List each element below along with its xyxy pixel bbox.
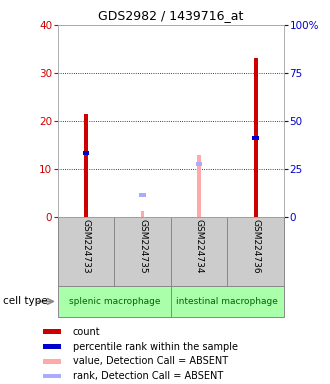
Text: GSM224736: GSM224736: [251, 219, 260, 274]
Text: rank, Detection Call = ABSENT: rank, Detection Call = ABSENT: [73, 371, 223, 381]
Bar: [43, 359, 61, 364]
Bar: [196, 162, 202, 166]
Text: value, Detection Call = ABSENT: value, Detection Call = ABSENT: [73, 356, 228, 366]
Title: GDS2982 / 1439716_at: GDS2982 / 1439716_at: [98, 9, 244, 22]
Bar: [252, 136, 259, 140]
Text: percentile rank within the sample: percentile rank within the sample: [73, 341, 238, 351]
Bar: [141, 211, 145, 217]
Text: GSM224735: GSM224735: [138, 219, 147, 274]
Bar: [43, 329, 61, 334]
Bar: [43, 344, 61, 349]
Text: GSM224734: GSM224734: [194, 219, 204, 273]
Bar: [82, 151, 89, 155]
Bar: [43, 374, 61, 379]
Text: GSM224733: GSM224733: [82, 219, 90, 274]
Bar: [227, 217, 284, 286]
Bar: [253, 58, 257, 217]
Text: splenic macrophage: splenic macrophage: [69, 297, 160, 306]
Bar: [58, 217, 114, 286]
Text: cell type: cell type: [3, 296, 48, 306]
Bar: [171, 286, 284, 317]
Bar: [84, 114, 88, 217]
Bar: [58, 286, 171, 317]
Bar: [171, 217, 227, 286]
Bar: [139, 194, 146, 197]
Bar: [114, 217, 171, 286]
Bar: [197, 155, 201, 217]
Text: intestinal macrophage: intestinal macrophage: [176, 297, 278, 306]
Text: count: count: [73, 327, 100, 337]
